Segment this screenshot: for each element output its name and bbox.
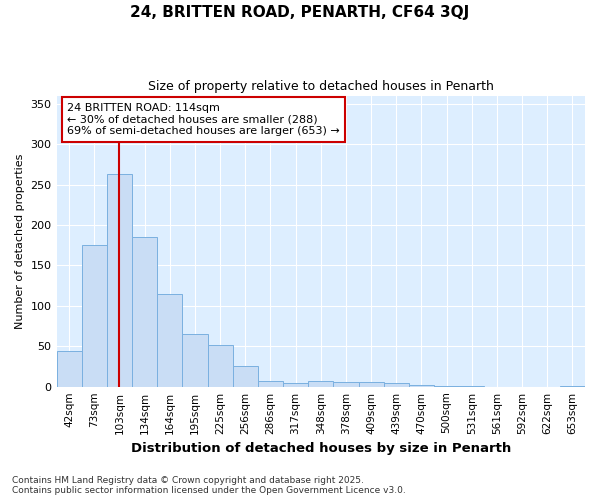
Bar [82, 245, 107, 386]
Bar [132, 237, 157, 386]
Bar [56, 351, 82, 386]
Bar [107, 174, 132, 386]
Bar [283, 382, 308, 386]
Text: 24 BRITTEN ROAD: 114sqm
← 30% of detached houses are smaller (288)
69% of semi-d: 24 BRITTEN ROAD: 114sqm ← 30% of detache… [67, 103, 340, 136]
Bar [208, 344, 233, 387]
Title: Size of property relative to detached houses in Penarth: Size of property relative to detached ho… [148, 80, 494, 93]
Bar [359, 382, 383, 386]
Bar [334, 382, 359, 386]
X-axis label: Distribution of detached houses by size in Penarth: Distribution of detached houses by size … [131, 442, 511, 455]
Text: Contains HM Land Registry data © Crown copyright and database right 2025.
Contai: Contains HM Land Registry data © Crown c… [12, 476, 406, 495]
Bar [233, 366, 258, 386]
Bar [383, 384, 409, 386]
Bar [182, 334, 208, 386]
Bar [409, 385, 434, 386]
Y-axis label: Number of detached properties: Number of detached properties [15, 154, 25, 329]
Text: 24, BRITTEN ROAD, PENARTH, CF64 3QJ: 24, BRITTEN ROAD, PENARTH, CF64 3QJ [130, 5, 470, 20]
Bar [308, 381, 334, 386]
Bar [258, 381, 283, 386]
Bar [157, 294, 182, 386]
